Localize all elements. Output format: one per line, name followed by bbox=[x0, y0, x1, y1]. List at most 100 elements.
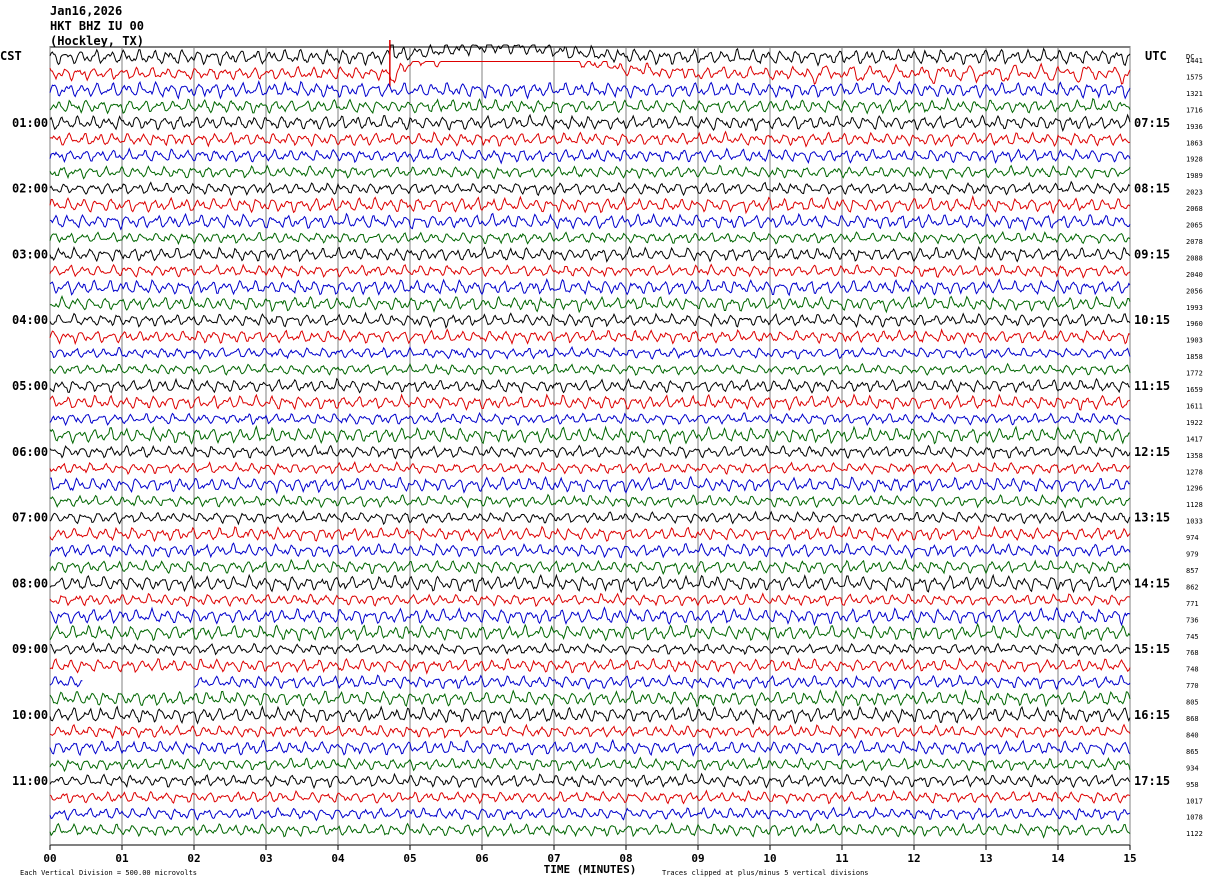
dc-offset-label: 736 bbox=[1186, 616, 1199, 624]
left-hour-label: 03:00 bbox=[12, 247, 48, 261]
station-location: (Hockley, TX) bbox=[50, 34, 144, 48]
trace-row bbox=[49, 493, 1131, 509]
dc-offset-label: 1417 bbox=[1186, 435, 1203, 443]
right-hour-label: 08:15 bbox=[1134, 182, 1170, 196]
dc-offset-label: 1033 bbox=[1186, 518, 1203, 526]
trace-row bbox=[49, 460, 1131, 476]
x-tick-label: 13 bbox=[979, 852, 992, 865]
dc-offset-label: 1278 bbox=[1186, 468, 1203, 476]
trace-row bbox=[49, 263, 1131, 279]
dc-offset-label: 1989 bbox=[1186, 172, 1203, 180]
x-tick-label: 06 bbox=[475, 852, 489, 865]
x-tick-label: 04 bbox=[331, 852, 345, 865]
dc-offset-label: 748 bbox=[1186, 666, 1199, 674]
dc-offset-label: 1321 bbox=[1186, 90, 1203, 98]
trace-group bbox=[49, 40, 1131, 839]
left-timezone-label: CST bbox=[0, 49, 22, 63]
right-hour-label: 09:15 bbox=[1134, 247, 1170, 261]
dc-offset-label: 1122 bbox=[1186, 830, 1203, 838]
right-hour-label: 17:15 bbox=[1134, 774, 1170, 788]
left-hour-label: 06:00 bbox=[12, 445, 48, 459]
x-tick-label: 15 bbox=[1123, 852, 1136, 865]
left-hour-label: 07:00 bbox=[12, 511, 48, 525]
helicorder-date: Jan16,2026 bbox=[50, 4, 123, 18]
dc-offset-label: 868 bbox=[1186, 715, 1199, 723]
trace-row bbox=[49, 444, 1131, 460]
dc-offset-label: 2023 bbox=[1186, 189, 1203, 197]
dc-offset-label: 865 bbox=[1186, 748, 1199, 756]
dc-offset-label: 1903 bbox=[1186, 337, 1203, 345]
dc-offset-label: 770 bbox=[1186, 682, 1199, 690]
trace-row bbox=[49, 180, 1131, 197]
trace-row bbox=[49, 328, 1131, 346]
dc-offset-label: 1358 bbox=[1186, 452, 1203, 460]
trace-row bbox=[49, 346, 1131, 360]
trace-row bbox=[49, 592, 1131, 608]
right-hour-label: 16:15 bbox=[1134, 708, 1170, 722]
dc-offset-label: 768 bbox=[1186, 649, 1199, 657]
right-hour-label: 07:15 bbox=[1134, 116, 1170, 130]
trace-row bbox=[49, 245, 1131, 263]
x-tick-label: 08 bbox=[619, 852, 632, 865]
trace-row bbox=[49, 822, 1131, 839]
trace-row bbox=[49, 164, 1131, 180]
right-hour-label: 12:15 bbox=[1134, 445, 1170, 459]
trace-row bbox=[49, 79, 1131, 100]
dc-offset-label: 2068 bbox=[1186, 205, 1203, 213]
x-tick-label: 02 bbox=[187, 852, 200, 865]
dc-offset-label: 1128 bbox=[1186, 501, 1203, 509]
dc-offset-label: 1575 bbox=[1186, 73, 1203, 81]
right-hour-label: 10:15 bbox=[1134, 313, 1170, 327]
left-hour-label: 10:00 bbox=[12, 708, 48, 722]
dc-offset-label: 1858 bbox=[1186, 353, 1203, 361]
right-hour-label: 14:15 bbox=[1134, 576, 1170, 590]
x-tick-label: 11 bbox=[835, 852, 849, 865]
dc-offset-label: 771 bbox=[1186, 600, 1199, 608]
trace-row bbox=[49, 130, 1131, 148]
right-hour-label: 15:15 bbox=[1134, 642, 1170, 656]
label-group: 00 01 02 03 04 05 06 07 08 09 10 11 12 13 14 15 1441 1575… bbox=[12, 57, 1203, 865]
trace-row bbox=[49, 606, 1131, 627]
dc-offset-label: 2065 bbox=[1186, 222, 1203, 230]
dc-offset-label: 1441 bbox=[1186, 57, 1203, 65]
left-hour-label: 02:00 bbox=[12, 182, 48, 196]
right-hour-label: 13:15 bbox=[1134, 511, 1170, 525]
dc-offset-label: 1936 bbox=[1186, 123, 1203, 131]
trace-row bbox=[49, 43, 1131, 67]
x-tick-label: 05 bbox=[403, 852, 416, 865]
trace-row bbox=[49, 674, 1131, 691]
trace-row bbox=[49, 147, 1131, 165]
dc-offset-label: 1296 bbox=[1186, 485, 1203, 493]
dc-offset-label: 1960 bbox=[1186, 320, 1203, 328]
trace-row bbox=[49, 510, 1131, 526]
trace-row bbox=[49, 573, 1131, 594]
dc-offset-label: 1659 bbox=[1186, 386, 1203, 394]
dc-offset-label: 2040 bbox=[1186, 271, 1203, 279]
trace-row bbox=[49, 657, 1131, 675]
trace-row bbox=[49, 295, 1131, 314]
trace-row bbox=[49, 194, 1131, 215]
left-hour-label: 11:00 bbox=[12, 774, 48, 788]
trace-row bbox=[49, 278, 1131, 297]
left-hour-label: 08:00 bbox=[12, 576, 48, 590]
trace-row bbox=[49, 311, 1131, 329]
dc-offset-label: 2088 bbox=[1186, 254, 1203, 262]
dc-offset-label: 1922 bbox=[1186, 419, 1203, 427]
dc-offset-label: 857 bbox=[1186, 567, 1199, 575]
x-axis-title: TIME (MINUTES) bbox=[544, 863, 637, 876]
left-hour-label: 09:00 bbox=[12, 642, 48, 656]
trace-row bbox=[49, 557, 1131, 576]
dc-offset-label: 1993 bbox=[1186, 304, 1203, 312]
dc-offset-label: 1017 bbox=[1186, 797, 1203, 805]
trace-row bbox=[49, 806, 1131, 822]
trace-row bbox=[49, 756, 1131, 773]
dc-offset-label: 1078 bbox=[1186, 814, 1203, 822]
trace-row bbox=[49, 789, 1131, 805]
dc-label: DC bbox=[1186, 53, 1194, 61]
right-timezone-label: UTC bbox=[1145, 49, 1167, 63]
left-hour-label: 01:00 bbox=[12, 116, 48, 130]
dc-offset-label: 934 bbox=[1186, 764, 1199, 772]
trace-row bbox=[49, 723, 1131, 740]
trace-row bbox=[49, 688, 1131, 708]
